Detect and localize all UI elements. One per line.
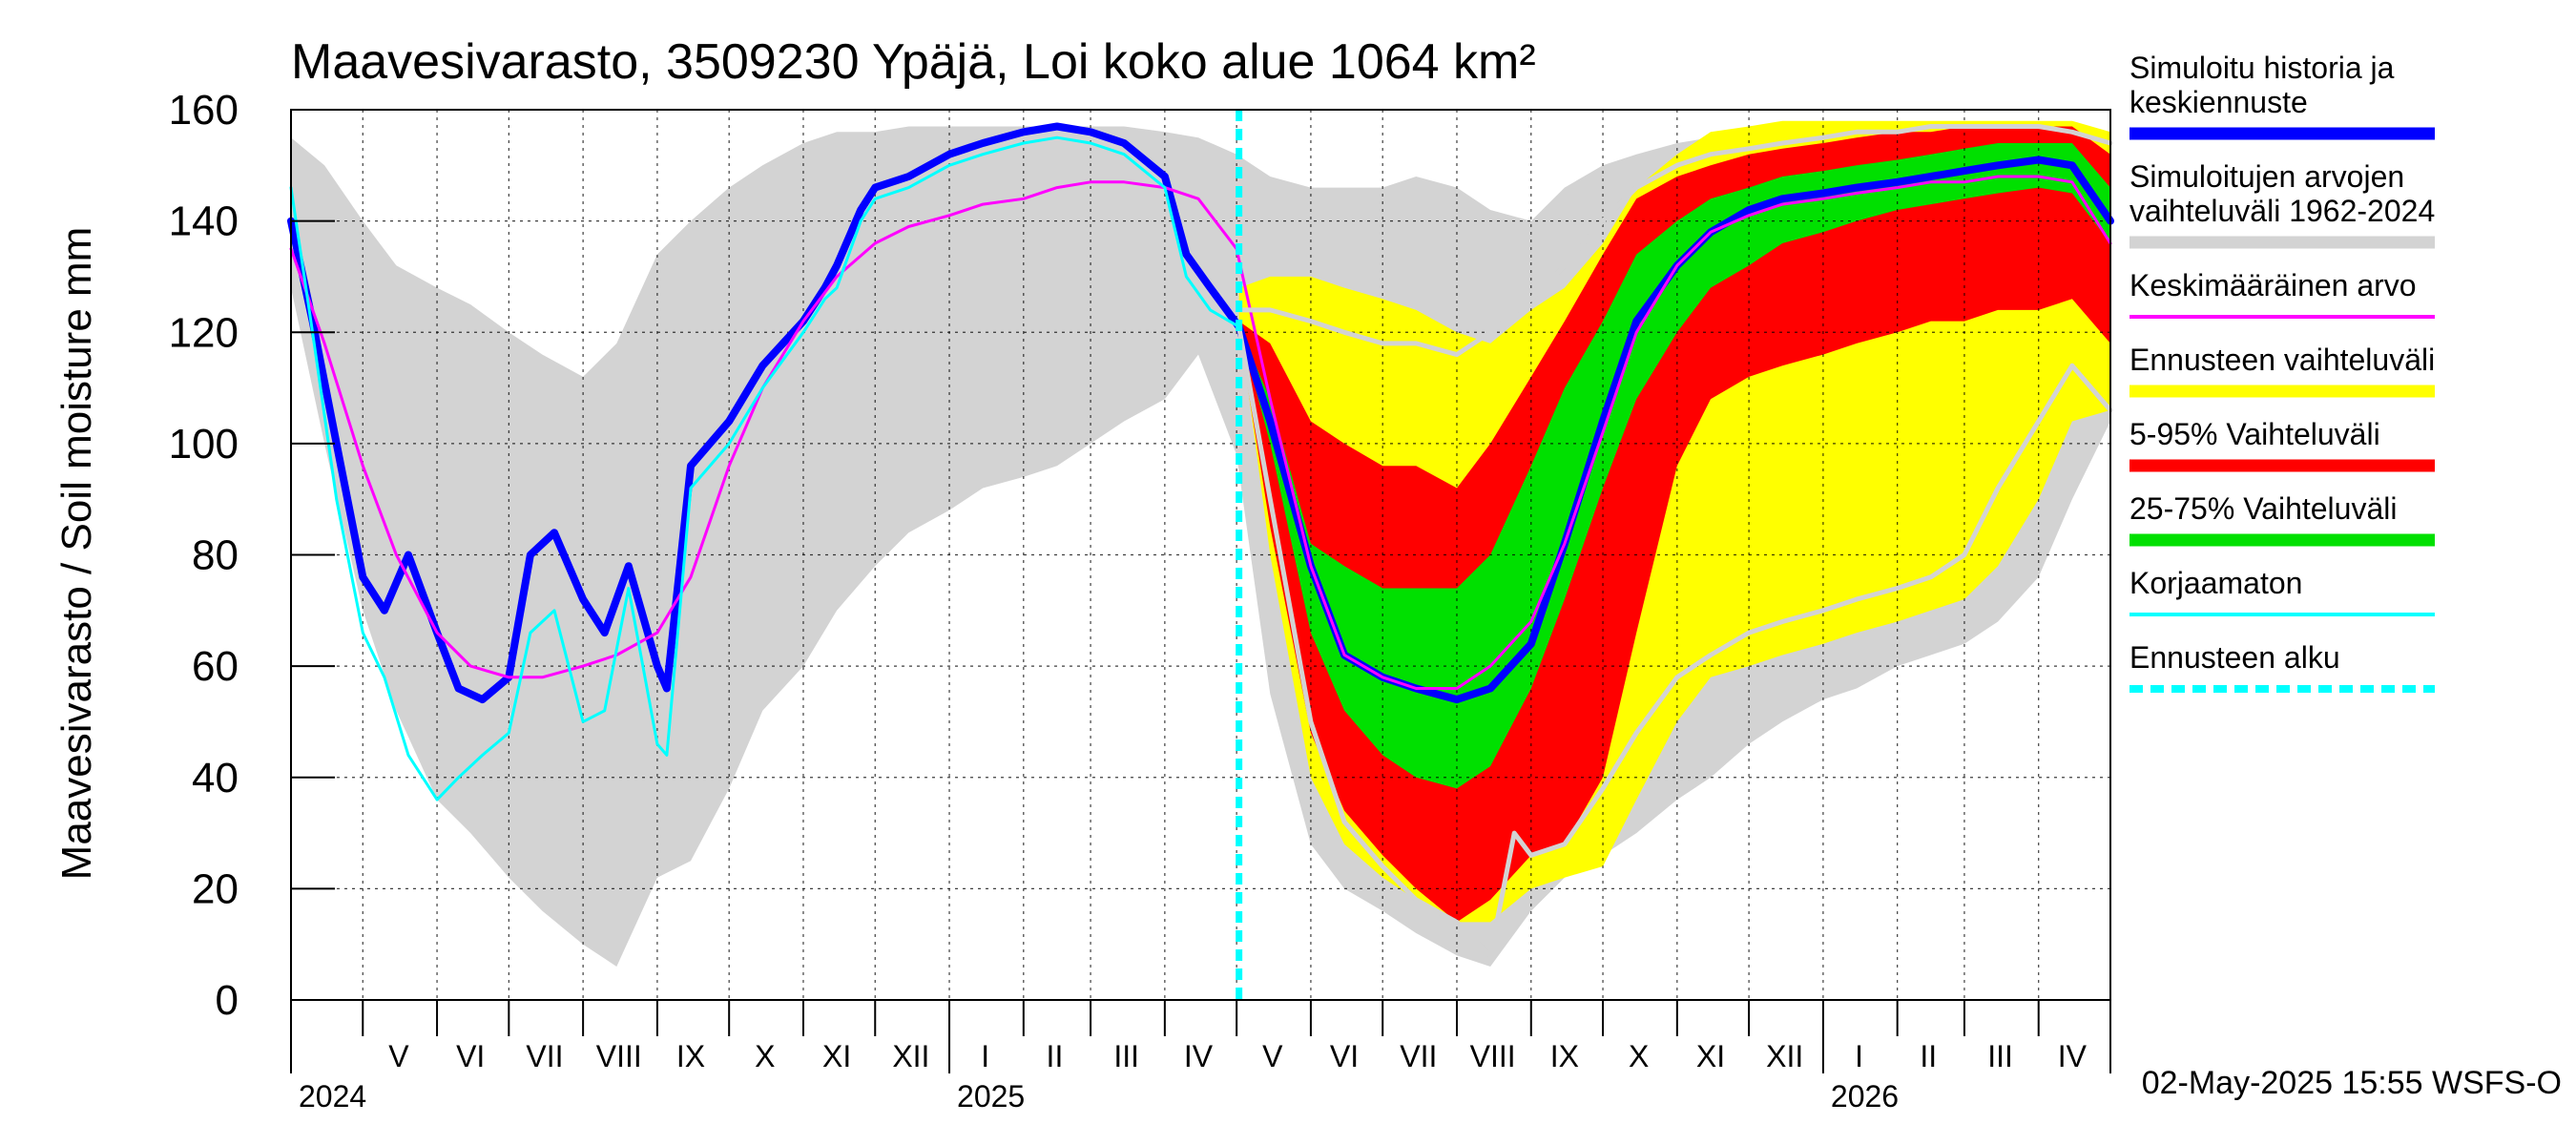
y-tick-label: 20 <box>192 865 239 912</box>
line-keskimaarainen-arvo <box>289 175 2112 690</box>
legend-label: keskiennuste <box>2129 85 2308 119</box>
footer-timestamp: 02-May-2025 15:55 WSFS-O <box>2142 1065 2562 1101</box>
legend-item-25-75-vaihteluvali: 25-75% Vaihteluväli <box>2129 491 2435 547</box>
legend-item-ennusteen-vaihteluvali: Ennusteen vaihteluväli <box>2129 343 2435 398</box>
y-tick-label: 40 <box>192 755 239 802</box>
legend-label: vaihteluväli 1962-2024 <box>2129 194 2435 228</box>
legend-item-keskimaarainen-arvo: Keskimääräinen arvo <box>2129 268 2435 319</box>
month-label: III <box>1987 1039 2013 1073</box>
month-label: X <box>755 1039 775 1073</box>
legend-label: 25-75% Vaihteluväli <box>2129 491 2397 526</box>
line-korjaamaton <box>289 135 1241 802</box>
y-tick-label: 140 <box>169 198 239 245</box>
legend: Simuloitu historia jakeskiennusteSimuloi… <box>2129 51 2435 693</box>
legend-item-5-95-vaihteluvali: 5-95% Vaihteluväli <box>2129 417 2435 472</box>
y-tick-label: 80 <box>192 532 239 579</box>
y-tick-label: 120 <box>169 309 239 356</box>
month-label: XII <box>1766 1039 1803 1073</box>
legend-label: Simuloitu historia ja <box>2129 51 2395 85</box>
month-label: VIII <box>596 1039 642 1073</box>
legend-label: Korjaamaton <box>2129 566 2302 600</box>
month-label: I <box>981 1039 989 1073</box>
month-label: I <box>1855 1039 1863 1073</box>
y-tick-label: 160 <box>169 87 239 134</box>
y-tick-label: 100 <box>169 421 239 468</box>
month-label: IV <box>1184 1039 1214 1073</box>
line-simuloitu-historia-ja-keskiennuste <box>287 122 2114 704</box>
year-label: 2026 <box>1831 1079 1899 1114</box>
month-label: XI <box>1696 1039 1725 1073</box>
month-label: II <box>1047 1039 1064 1073</box>
month-label: IV <box>2058 1039 2088 1073</box>
month-label: VI <box>1330 1039 1359 1073</box>
y-axis-label: Maavesivarasto / Soil moisture mm <box>53 227 100 881</box>
year-label: 2024 <box>299 1079 366 1114</box>
month-label: VIII <box>1470 1039 1516 1073</box>
month-label: XII <box>892 1039 929 1073</box>
month-label: V <box>1262 1039 1283 1073</box>
month-label: IX <box>1550 1039 1579 1073</box>
legend-item-korjaamaton: Korjaamaton <box>2129 566 2435 616</box>
legend-item-ennusteen-alku: Ennusteen alku <box>2129 640 2435 693</box>
legend-label: 5-95% Vaihteluväli <box>2129 417 2380 451</box>
band-25-75-vaihteluvali <box>1238 143 2110 789</box>
legend-label: Simuloitujen arvojen <box>2129 159 2404 194</box>
line-historical-scenario-7 <box>1236 323 2113 958</box>
legend-label: Ennusteen alku <box>2129 640 2340 675</box>
chart-title: Maavesivarasto, 3509230 Ypäjä, Loi koko … <box>291 34 1536 90</box>
line-historical-scenario-8 <box>1236 124 2113 358</box>
month-label: X <box>1629 1039 1649 1073</box>
month-label: IX <box>676 1039 705 1073</box>
legend-label: Ennusteen vaihteluväli <box>2129 343 2435 377</box>
y-tick-label: 60 <box>192 643 239 690</box>
legend-label: Keskimääräinen arvo <box>2129 268 2417 302</box>
year-label: 2025 <box>957 1079 1025 1114</box>
month-label: V <box>388 1039 409 1073</box>
month-label: II <box>1920 1039 1937 1073</box>
month-label: III <box>1113 1039 1139 1073</box>
month-label: XI <box>822 1039 851 1073</box>
y-tick-label: 0 <box>216 977 239 1024</box>
month-label: VI <box>456 1039 485 1073</box>
plot-area <box>287 109 2114 1000</box>
month-label: VII <box>526 1039 563 1073</box>
month-label: VII <box>1400 1039 1437 1073</box>
